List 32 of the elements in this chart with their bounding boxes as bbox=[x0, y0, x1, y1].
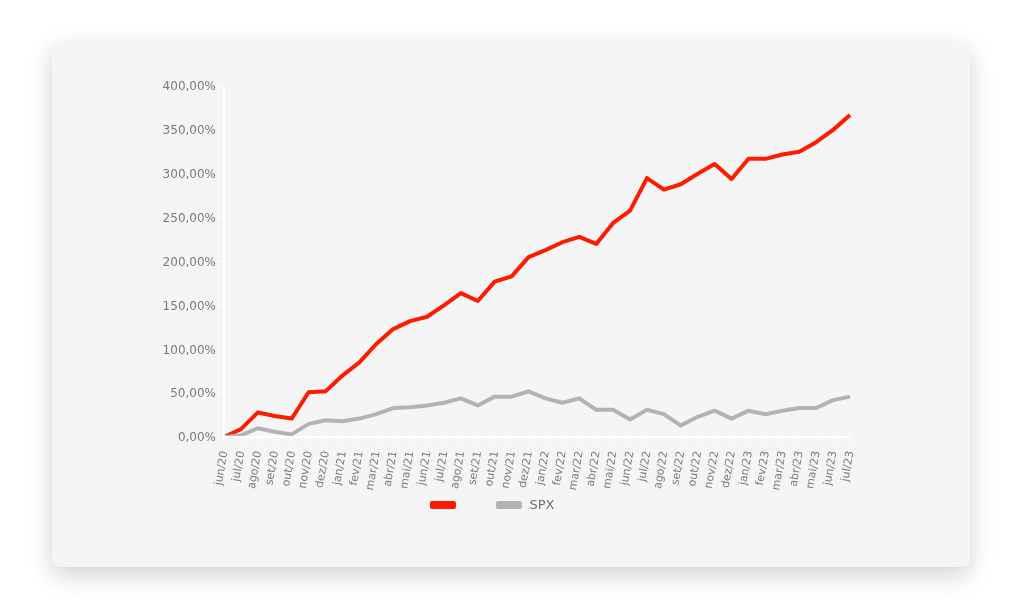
y-tick-label: 350,00% bbox=[162, 123, 216, 138]
y-tick-label: 200,00% bbox=[162, 254, 216, 269]
x-tick-label: jun/23 bbox=[820, 449, 840, 488]
y-tick-label: 400,00% bbox=[162, 79, 216, 94]
x-tick-label: jan/22 bbox=[532, 449, 552, 488]
x-tick-label: jan/21 bbox=[329, 449, 349, 488]
x-tick-label: mar/23 bbox=[769, 449, 789, 492]
x-tick-label: set/21 bbox=[465, 449, 485, 487]
x-tick-label: fev/22 bbox=[549, 449, 569, 487]
legend-label: SPX bbox=[529, 497, 555, 512]
x-tick-label: jun/20 bbox=[211, 449, 231, 488]
y-tick-label: 100,00% bbox=[162, 342, 216, 357]
y-tick-label: 300,00% bbox=[162, 167, 216, 182]
y-tick-label: 250,00% bbox=[162, 210, 216, 225]
x-tick-label: abr/22 bbox=[583, 449, 603, 488]
x-tick-label: mai/22 bbox=[600, 449, 620, 490]
x-tick-label: mai/23 bbox=[803, 449, 823, 490]
x-tick-label: abr/21 bbox=[380, 449, 400, 488]
y-tick-label: 150,00% bbox=[162, 298, 216, 313]
y-tick-label: 0,00% bbox=[177, 430, 216, 445]
x-tick-label: jun/22 bbox=[617, 449, 637, 488]
y-tick-label: 50,00% bbox=[170, 386, 216, 401]
x-tick-label: mar/22 bbox=[566, 449, 586, 492]
x-tick-label: fev/23 bbox=[752, 449, 772, 487]
x-tick-label: jun/21 bbox=[414, 449, 434, 488]
x-tick-label: abr/23 bbox=[786, 449, 806, 488]
x-tick-label: set/20 bbox=[262, 449, 282, 487]
x-tick-label: mai/21 bbox=[397, 449, 417, 490]
x-tick-label: jul/23 bbox=[838, 449, 857, 484]
x-tick-label: set/22 bbox=[668, 449, 688, 487]
x-tick-label: jan/23 bbox=[735, 449, 755, 488]
x-tick-label: dez/20 bbox=[312, 449, 332, 489]
